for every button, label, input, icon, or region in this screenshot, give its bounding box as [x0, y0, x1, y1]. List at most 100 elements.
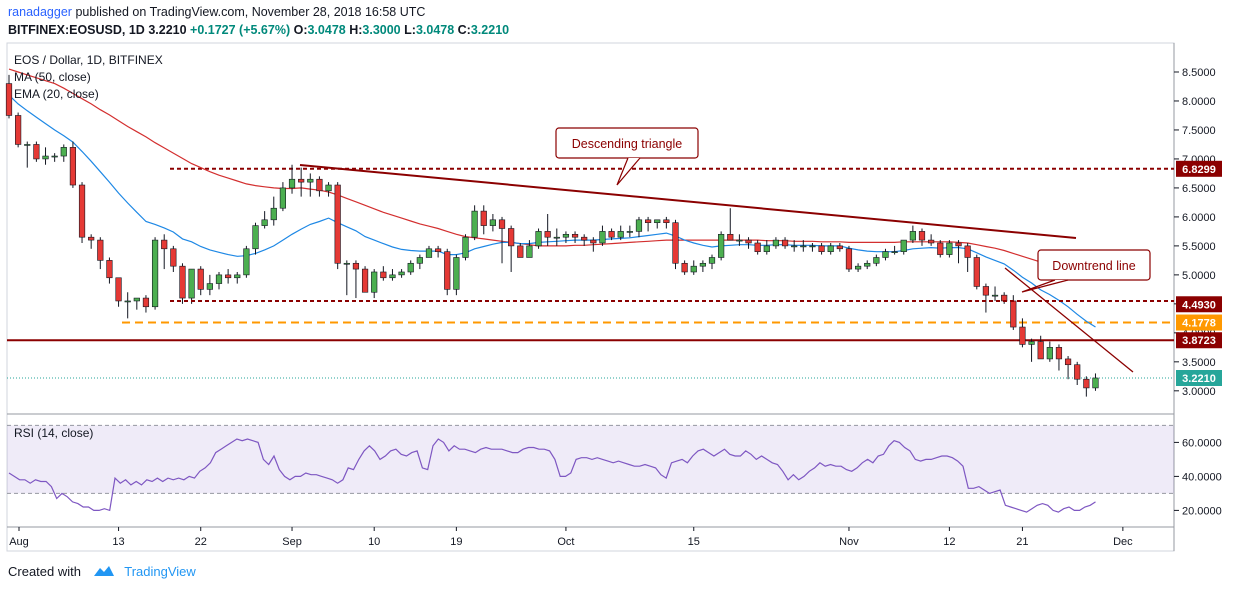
candle-up [791, 245, 798, 248]
candle-down [672, 222, 679, 264]
callout-pointer [616, 157, 641, 186]
candle-down [571, 233, 579, 238]
candle-up [215, 274, 223, 284]
ema-legend: EMA (20, close) [14, 87, 99, 101]
symbol-info: BITFINEX:EOSUSD, 1D 3.2210 +0.1727 (+5.6… [8, 22, 509, 38]
candle-up [809, 245, 816, 248]
high-label: H: [349, 23, 363, 37]
author-link[interactable]: ranadagger [8, 5, 72, 19]
candle-up [343, 262, 350, 265]
candle-up [654, 219, 661, 224]
candle-up [562, 233, 570, 238]
candle-up [471, 210, 478, 238]
downtrend-line-callout: Downtrend line [1021, 249, 1151, 293]
candle-up [407, 262, 414, 273]
candle-up [51, 155, 58, 158]
levels-group [7, 167, 1174, 379]
chart-title: EOS / Dollar, 1D, BITFINEX [14, 53, 163, 67]
candle-up [124, 300, 131, 303]
badge-6829-bg [1176, 160, 1222, 177]
symbol-line: BITFINEX:EOSUSD, 1D [8, 23, 145, 37]
low-value: 3.0478 [415, 23, 455, 37]
close-value: 3.2210 [470, 23, 510, 37]
candle-up [243, 248, 250, 276]
candle-down [1083, 378, 1090, 389]
price-tick-label: 6.5000 [1182, 183, 1216, 195]
tradingview-link[interactable]: TradingView [124, 564, 196, 579]
candle-up [234, 274, 241, 279]
candle-down [845, 248, 853, 270]
candle-up [261, 219, 268, 226]
candle-up [763, 245, 770, 252]
candle-up [398, 271, 405, 276]
candle-down [973, 257, 980, 287]
change: +0.1727 (+5.67%) [190, 23, 291, 37]
candle-down [1010, 300, 1017, 328]
candle-down [544, 231, 551, 238]
rsi-axis: 20.0000 40.0000 60.0000 [1174, 437, 1222, 517]
badge-last-bg [1176, 370, 1222, 387]
candle-down [1019, 326, 1026, 345]
close-label: C: [457, 23, 471, 37]
candle-up [188, 268, 195, 299]
candle-down [727, 233, 734, 241]
callout-label: Descending triangle [572, 137, 683, 151]
time-tick-label: Aug [9, 536, 29, 548]
candle-down [937, 242, 944, 255]
candle-up [60, 147, 67, 157]
time-tick-label: Nov [839, 536, 859, 548]
price-tick-label: 7.5000 [1182, 125, 1216, 137]
time-tick-label: Oct [557, 536, 574, 548]
candle-down [745, 239, 752, 244]
candle-down [5, 83, 13, 116]
candle-down [316, 178, 323, 192]
badge-3872-bg [1176, 332, 1222, 349]
open-label: O: [293, 23, 308, 37]
candle-up [416, 257, 423, 264]
candle-up [535, 231, 542, 247]
callout-box-2 [1037, 249, 1151, 281]
candle-up [325, 184, 332, 192]
candle-down [982, 286, 990, 296]
candle-down [106, 260, 113, 279]
candle-up [946, 242, 953, 255]
candle-down [1055, 347, 1063, 360]
candle-down [644, 219, 652, 224]
candle-up [708, 257, 716, 264]
candle-down [380, 271, 387, 279]
callout-box [555, 127, 699, 159]
chart-canvas[interactable]: Descending triangle Downtrend line 3.000… [0, 0, 1240, 560]
candle-down [33, 144, 40, 160]
candle-up [252, 225, 259, 250]
ma-legend: MA (50, close) [14, 70, 91, 84]
badge-4493-text: 4.4930 [1182, 299, 1216, 311]
candle-down [517, 245, 524, 258]
candle-down [15, 115, 22, 145]
candle-up [133, 297, 140, 302]
time-tick-label: 12 [943, 536, 955, 548]
time-tick-label: 10 [368, 536, 380, 548]
candle-up [909, 231, 916, 241]
candle-down [1037, 341, 1044, 360]
candle-down [179, 265, 186, 299]
candle-up [151, 239, 159, 308]
candle-up [900, 239, 907, 252]
candle-up [718, 233, 725, 258]
footer: Created with TradingView [8, 564, 196, 580]
candle-down [508, 228, 515, 247]
tradingview-logo-icon[interactable] [93, 565, 115, 580]
candle-up [389, 274, 396, 279]
candle-down [97, 239, 104, 261]
callout-label-2: Downtrend line [1052, 259, 1135, 273]
ema20-line [8, 94, 1096, 328]
candle-up [891, 251, 898, 253]
candle-down [581, 236, 588, 241]
candle-up [489, 219, 496, 226]
candle-down [161, 239, 168, 250]
candle-down [69, 147, 77, 186]
candle-down [928, 239, 935, 244]
time-tick-label: 21 [1016, 536, 1028, 548]
time-tick-label: 19 [450, 536, 462, 548]
candle-down [681, 262, 688, 273]
candle-up [772, 239, 780, 247]
